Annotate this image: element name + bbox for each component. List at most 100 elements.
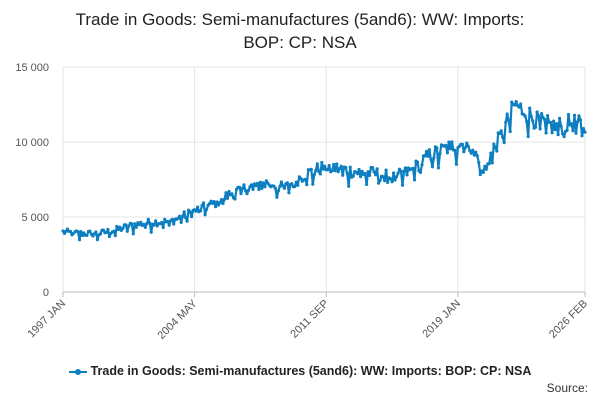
data-point[interactable]: [546, 114, 550, 118]
data-point[interactable]: [145, 222, 149, 226]
data-point[interactable]: [275, 195, 279, 199]
data-point[interactable]: [569, 122, 574, 126]
data-point[interactable]: [453, 148, 457, 152]
data-point[interactable]: [411, 166, 415, 170]
data-point[interactable]: [106, 227, 110, 232]
data-point[interactable]: [471, 148, 475, 152]
data-point[interactable]: [502, 141, 506, 145]
data-point[interactable]: [261, 181, 265, 185]
data-point[interactable]: [148, 221, 152, 225]
data-point[interactable]: [549, 120, 553, 124]
data-point[interactable]: [487, 161, 491, 166]
data-point[interactable]: [381, 175, 385, 179]
data-point[interactable]: [293, 184, 297, 189]
data-point[interactable]: [242, 183, 246, 187]
data-point[interactable]: [318, 172, 322, 176]
data-point[interactable]: [359, 175, 363, 179]
data-point[interactable]: [139, 220, 143, 224]
data-point[interactable]: [182, 210, 186, 214]
data-point[interactable]: [438, 152, 442, 156]
data-point[interactable]: [287, 191, 291, 195]
data-point[interactable]: [281, 184, 285, 188]
data-point[interactable]: [225, 196, 230, 200]
data-point[interactable]: [116, 227, 120, 232]
data-point[interactable]: [233, 197, 237, 201]
data-point[interactable]: [543, 117, 547, 121]
data-point[interactable]: [460, 142, 464, 146]
data-point[interactable]: [152, 223, 156, 227]
data-point[interactable]: [534, 125, 538, 129]
data-point[interactable]: [478, 172, 482, 177]
data-point[interactable]: [386, 180, 390, 184]
data-point[interactable]: [113, 234, 117, 238]
data-point[interactable]: [465, 141, 469, 145]
data-point[interactable]: [393, 178, 397, 182]
data-point[interactable]: [221, 201, 225, 206]
data-point[interactable]: [142, 222, 146, 226]
data-point[interactable]: [389, 177, 393, 181]
data-point[interactable]: [185, 219, 189, 223]
data-point[interactable]: [463, 146, 467, 150]
data-point[interactable]: [203, 213, 207, 217]
data-point[interactable]: [77, 238, 82, 242]
data-point[interactable]: [161, 225, 165, 230]
data-point[interactable]: [326, 168, 330, 172]
data-point[interactable]: [279, 180, 283, 184]
data-point[interactable]: [505, 112, 509, 116]
data-point[interactable]: [474, 150, 478, 154]
data-point[interactable]: [196, 205, 200, 209]
data-point[interactable]: [552, 119, 556, 123]
data-point[interactable]: [580, 134, 584, 138]
data-point[interactable]: [285, 181, 289, 185]
data-point[interactable]: [578, 118, 583, 122]
data-point[interactable]: [258, 180, 262, 184]
data-point[interactable]: [239, 192, 243, 196]
data-point[interactable]: [347, 184, 351, 188]
data-point[interactable]: [131, 232, 135, 236]
data-point[interactable]: [255, 181, 259, 185]
data-point[interactable]: [218, 201, 222, 205]
data-point[interactable]: [230, 192, 234, 196]
data-point[interactable]: [394, 175, 399, 179]
data-point[interactable]: [166, 219, 170, 223]
data-point[interactable]: [323, 164, 327, 168]
data-point[interactable]: [130, 222, 134, 226]
data-point[interactable]: [575, 120, 580, 124]
data-point[interactable]: [447, 140, 451, 144]
data-point[interactable]: [124, 223, 128, 227]
data-point[interactable]: [504, 120, 508, 124]
data-point[interactable]: [477, 161, 481, 165]
data-point[interactable]: [278, 184, 282, 188]
data-point[interactable]: [208, 202, 212, 206]
data-point[interactable]: [384, 168, 388, 172]
data-point[interactable]: [170, 217, 174, 221]
data-point[interactable]: [321, 167, 325, 171]
data-point[interactable]: [219, 198, 224, 202]
data-point[interactable]: [68, 229, 73, 234]
data-point[interactable]: [257, 187, 261, 192]
data-point[interactable]: [309, 167, 313, 171]
data-point[interactable]: [469, 151, 473, 155]
data-point[interactable]: [577, 114, 581, 118]
data-point[interactable]: [581, 127, 586, 131]
data-point[interactable]: [254, 184, 258, 188]
data-point[interactable]: [345, 171, 349, 175]
data-point[interactable]: [76, 230, 80, 234]
data-point[interactable]: [483, 164, 487, 168]
data-point[interactable]: [356, 172, 360, 176]
data-point[interactable]: [127, 224, 131, 228]
data-point[interactable]: [249, 183, 254, 187]
data-point[interactable]: [420, 163, 424, 167]
data-point[interactable]: [360, 169, 364, 173]
data-point[interactable]: [112, 229, 116, 233]
data-point[interactable]: [498, 131, 502, 136]
data-point[interactable]: [371, 166, 375, 170]
data-point[interactable]: [444, 143, 448, 147]
data-point[interactable]: [423, 154, 427, 158]
data-point[interactable]: [357, 167, 361, 172]
data-point[interactable]: [415, 160, 420, 164]
data-point[interactable]: [115, 224, 119, 229]
data-point[interactable]: [315, 162, 319, 166]
data-point[interactable]: [366, 170, 370, 174]
data-point[interactable]: [98, 232, 102, 236]
